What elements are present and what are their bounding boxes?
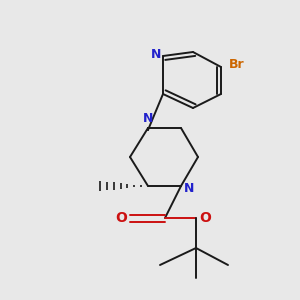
Text: N: N bbox=[184, 182, 194, 194]
Text: N: N bbox=[151, 47, 161, 61]
Text: O: O bbox=[115, 211, 127, 225]
Text: N: N bbox=[143, 112, 153, 125]
Text: Br: Br bbox=[229, 58, 245, 70]
Text: O: O bbox=[199, 211, 211, 225]
